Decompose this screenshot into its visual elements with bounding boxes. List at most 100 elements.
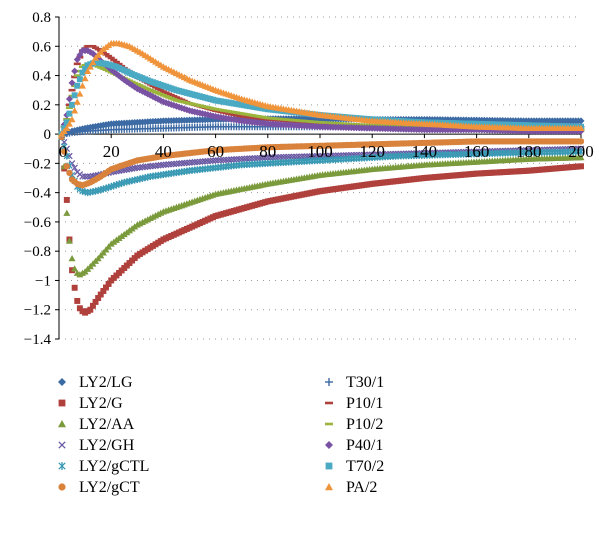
y-tick-label: 0.2 (32, 98, 51, 114)
data-point (280, 153, 287, 161)
data-point (81, 173, 89, 180)
data-point (78, 82, 86, 89)
legend-label: LY2/LG (79, 374, 133, 391)
y-tick-label: −0.4 (24, 186, 52, 202)
data-point (82, 65, 89, 72)
data-point (254, 154, 261, 162)
data-point (225, 156, 232, 163)
data-point (290, 153, 298, 161)
data-point (66, 152, 73, 160)
legend-item: PA/2 (325, 479, 377, 496)
data-point (73, 62, 81, 66)
data-point (217, 156, 225, 164)
legend-marker (325, 462, 333, 470)
x-tick-label: 120 (359, 142, 385, 161)
data-point (246, 155, 253, 162)
data-point (71, 67, 79, 75)
legend-item: T70/2 (325, 458, 384, 475)
y-tick-label: −0.8 (24, 244, 51, 260)
y-tick-label: −1.2 (24, 303, 51, 319)
data-point (99, 51, 107, 54)
data-point (100, 288, 107, 294)
data-point (288, 153, 295, 161)
legend-item: LY2/AA (58, 416, 135, 433)
data-point (212, 157, 219, 164)
legend-marker (58, 462, 66, 470)
x-tick-label: 60 (207, 142, 224, 161)
x-tick-label: 200 (568, 142, 594, 161)
series-ly2-aa (58, 133, 585, 278)
data-point (68, 88, 76, 92)
y-tick-label: 0.6 (32, 39, 51, 55)
data-point (269, 154, 277, 161)
data-point (71, 75, 79, 79)
data-point (71, 92, 78, 99)
data-point (65, 120, 73, 127)
series-ly2-gctl (58, 133, 585, 197)
legend-label: P40/1 (346, 437, 383, 454)
y-tick-label: 0.8 (32, 10, 51, 26)
data-point (235, 155, 243, 163)
legend-marker (58, 420, 66, 428)
data-point (282, 153, 290, 161)
data-point (94, 47, 102, 51)
legend-marker (325, 441, 333, 449)
data-point (95, 295, 102, 301)
data-point (84, 67, 92, 74)
legend-item: LY2/G (58, 395, 123, 412)
x-tick-label: 20 (103, 142, 120, 161)
data-point (92, 298, 99, 305)
data-point (259, 154, 266, 162)
x-origin-label: 0 (59, 142, 68, 161)
series-p40-1 (58, 47, 585, 138)
x-tick-label: 80 (259, 142, 276, 161)
data-point (577, 138, 585, 145)
data-point (89, 44, 97, 48)
legend-item: LY2/gCT (58, 479, 140, 496)
data-point (97, 291, 104, 298)
legend-label: LY2/gCT (79, 479, 140, 496)
series-pa-2 (58, 39, 585, 137)
legend-item: P40/1 (325, 437, 383, 454)
data-point (277, 153, 285, 161)
data-point (68, 115, 76, 123)
data-point (73, 98, 81, 105)
data-point (154, 87, 162, 91)
data-point (71, 265, 79, 272)
data-point (76, 76, 83, 83)
legend-item: P10/1 (325, 395, 383, 412)
data-point (110, 58, 118, 62)
data-point (103, 284, 109, 291)
data-point (71, 164, 78, 172)
data-point (73, 74, 81, 77)
data-point (66, 110, 73, 117)
data-point (243, 155, 251, 162)
data-point (107, 56, 115, 60)
legend-marker (325, 422, 333, 426)
data-point (578, 163, 584, 170)
series-ly2-gct (58, 133, 585, 189)
x-tick-label: 160 (464, 142, 490, 161)
x-tick-label: 40 (155, 142, 172, 161)
legend-label: LY2/AA (79, 416, 135, 433)
data-point (112, 60, 120, 64)
axes (55, 16, 582, 340)
legend-marker (58, 378, 66, 386)
legend-item: LY2/LG (58, 374, 133, 391)
legend-item: P10/2 (325, 416, 383, 433)
data-point (105, 280, 112, 287)
legend-label: P10/2 (346, 416, 383, 433)
data-point (86, 63, 94, 70)
data-point (214, 157, 222, 164)
data-point (76, 90, 84, 97)
data-point (81, 74, 89, 82)
plot-series (58, 39, 585, 316)
data-point (89, 302, 96, 309)
data-point (61, 148, 68, 155)
data-point (301, 153, 308, 160)
y-tick-label: 0 (44, 127, 52, 143)
data-point (74, 82, 81, 89)
data-point (241, 155, 248, 163)
data-point (233, 156, 240, 163)
